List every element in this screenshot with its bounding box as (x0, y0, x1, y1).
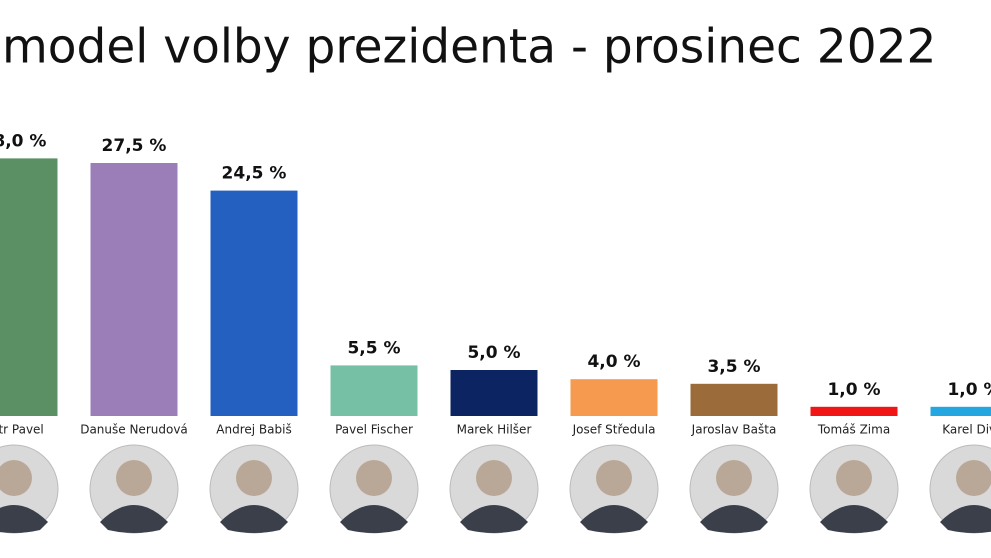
value-label: 28,0 % (0, 131, 46, 151)
value-label: 27,5 % (102, 136, 167, 156)
candidate-photo-head (116, 460, 152, 496)
value-label: 4,0 % (587, 352, 640, 372)
category-label: Andrej Babiš (216, 423, 291, 437)
bar (570, 379, 658, 416)
candidate-photo-body (0, 505, 48, 533)
category-label: Petr Pavel (0, 423, 44, 437)
category-label: Marek Hilšer (457, 423, 532, 437)
candidate-photo-body (820, 505, 888, 533)
candidate-photo-head (356, 460, 392, 496)
value-label: 5,5 % (347, 338, 400, 358)
candidate-photo-head (716, 460, 752, 496)
chart-title: model volby prezidenta - prosinec 2022 (2, 20, 936, 75)
bar (0, 158, 58, 416)
bar (330, 365, 418, 416)
value-label: 1,0 % (827, 380, 880, 400)
bar (810, 406, 898, 416)
candidate-photo-body (460, 505, 528, 533)
candidate-photo-body (940, 505, 991, 533)
bar (90, 163, 178, 416)
candidate-photo-head (596, 460, 632, 496)
candidate-photo-body (340, 505, 408, 533)
candidate-photo-head (956, 460, 991, 496)
category-label: Pavel Fischer (335, 423, 413, 437)
candidate-photo-head (476, 460, 512, 496)
bar (930, 406, 991, 416)
value-label: 24,5 % (222, 164, 287, 184)
category-label: Tomáš Zima (817, 423, 890, 437)
bar (450, 370, 538, 416)
bar (210, 190, 298, 416)
candidate-photo-head (0, 460, 32, 496)
bar (690, 383, 778, 416)
candidate-photo-body (580, 505, 648, 533)
candidate-photo-body (220, 505, 288, 533)
category-label: Josef Středula (572, 423, 656, 437)
candidate-photo-body (100, 505, 168, 533)
candidate-photo-head (836, 460, 872, 496)
candidate-photo-body (700, 505, 768, 533)
value-label: 3,5 % (707, 357, 760, 377)
category-label: Jaroslav Bašta (691, 423, 777, 437)
category-label: Danuše Nerudová (80, 423, 188, 437)
category-label: Karel Diviš (942, 423, 991, 437)
value-label: 1,0 % (947, 380, 991, 400)
candidate-photo-head (236, 460, 272, 496)
value-label: 5,0 % (467, 343, 520, 363)
